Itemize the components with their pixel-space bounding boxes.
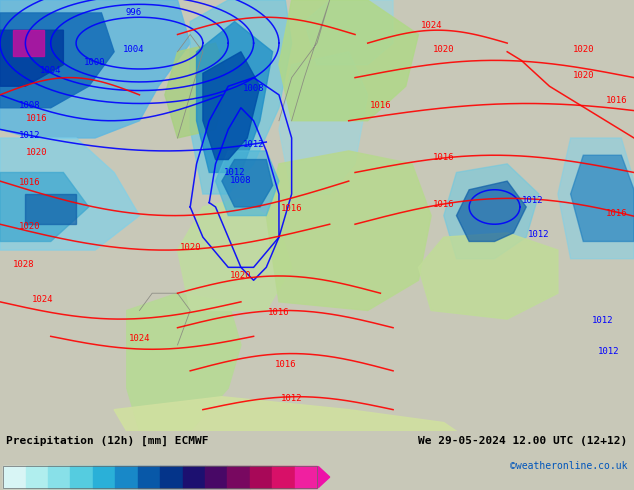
Polygon shape bbox=[266, 151, 431, 311]
Polygon shape bbox=[197, 22, 273, 172]
Polygon shape bbox=[0, 0, 190, 138]
Bar bbox=[295, 466, 317, 488]
Polygon shape bbox=[279, 0, 418, 121]
FancyArrow shape bbox=[318, 466, 330, 488]
Text: 1012: 1012 bbox=[243, 140, 264, 148]
Bar bbox=[3, 466, 317, 488]
Text: 1016: 1016 bbox=[606, 209, 628, 218]
Text: We 29-05-2024 12.00 UTC (12+12): We 29-05-2024 12.00 UTC (12+12) bbox=[418, 436, 628, 446]
Text: 1004: 1004 bbox=[40, 66, 61, 75]
Bar bbox=[205, 466, 228, 488]
Text: 1028: 1028 bbox=[13, 260, 34, 270]
Bar bbox=[3, 466, 25, 488]
Bar bbox=[70, 466, 93, 488]
Polygon shape bbox=[165, 43, 228, 138]
Polygon shape bbox=[222, 160, 273, 207]
Polygon shape bbox=[0, 13, 114, 108]
Text: 1020: 1020 bbox=[573, 71, 594, 79]
Polygon shape bbox=[279, 52, 368, 194]
Text: 1012: 1012 bbox=[528, 230, 550, 239]
Text: 1004: 1004 bbox=[122, 45, 144, 54]
Text: 1020: 1020 bbox=[25, 148, 47, 157]
Bar bbox=[138, 466, 160, 488]
Text: 1016: 1016 bbox=[25, 114, 47, 122]
Polygon shape bbox=[216, 151, 279, 216]
Bar bbox=[160, 466, 183, 488]
Polygon shape bbox=[114, 397, 456, 431]
Text: 1020: 1020 bbox=[19, 221, 41, 230]
Text: 1012: 1012 bbox=[281, 394, 302, 403]
Polygon shape bbox=[127, 293, 241, 431]
Bar bbox=[228, 466, 250, 488]
Text: 996: 996 bbox=[125, 8, 141, 17]
Text: 1024: 1024 bbox=[129, 334, 150, 343]
Polygon shape bbox=[304, 0, 393, 65]
Polygon shape bbox=[178, 198, 292, 311]
Text: 1016: 1016 bbox=[606, 97, 628, 105]
Text: 1016: 1016 bbox=[433, 152, 455, 162]
Polygon shape bbox=[13, 30, 44, 56]
Text: 1008: 1008 bbox=[19, 101, 41, 110]
Text: 1012: 1012 bbox=[224, 168, 245, 176]
Text: 1020: 1020 bbox=[179, 243, 201, 252]
Polygon shape bbox=[444, 164, 539, 259]
Text: 1016: 1016 bbox=[19, 178, 41, 187]
Text: 1008: 1008 bbox=[230, 176, 252, 185]
Bar bbox=[48, 466, 70, 488]
Text: Precipitation (12h) [mm] ECMWF: Precipitation (12h) [mm] ECMWF bbox=[6, 436, 209, 446]
Text: 1008: 1008 bbox=[243, 84, 264, 93]
Text: 1016: 1016 bbox=[433, 200, 455, 209]
Text: 1020: 1020 bbox=[230, 271, 252, 280]
Text: 1012: 1012 bbox=[598, 346, 619, 356]
Text: 1024: 1024 bbox=[420, 21, 442, 30]
Text: 1012: 1012 bbox=[522, 196, 543, 205]
Polygon shape bbox=[558, 138, 634, 259]
Bar bbox=[250, 466, 272, 488]
Bar bbox=[93, 466, 115, 488]
Bar bbox=[25, 466, 48, 488]
Text: 1016: 1016 bbox=[275, 360, 296, 368]
Polygon shape bbox=[571, 155, 634, 242]
Polygon shape bbox=[0, 138, 139, 250]
Text: 1012: 1012 bbox=[592, 317, 613, 325]
Polygon shape bbox=[203, 52, 260, 160]
Text: 1012: 1012 bbox=[19, 131, 41, 140]
Text: 1016: 1016 bbox=[281, 204, 302, 213]
Text: 1020: 1020 bbox=[573, 45, 594, 54]
Text: 1000: 1000 bbox=[84, 58, 106, 67]
Bar bbox=[115, 466, 138, 488]
Polygon shape bbox=[25, 194, 76, 224]
Text: 1016: 1016 bbox=[370, 101, 391, 110]
Polygon shape bbox=[0, 30, 63, 86]
Text: 1024: 1024 bbox=[32, 295, 53, 304]
Bar bbox=[272, 466, 295, 488]
Polygon shape bbox=[190, 0, 292, 194]
Text: ©weatheronline.co.uk: ©weatheronline.co.uk bbox=[510, 461, 628, 470]
Polygon shape bbox=[418, 233, 558, 319]
Polygon shape bbox=[456, 181, 526, 242]
Polygon shape bbox=[0, 172, 89, 242]
Text: 1016: 1016 bbox=[268, 308, 290, 317]
Text: 1020: 1020 bbox=[433, 45, 455, 54]
Bar bbox=[183, 466, 205, 488]
